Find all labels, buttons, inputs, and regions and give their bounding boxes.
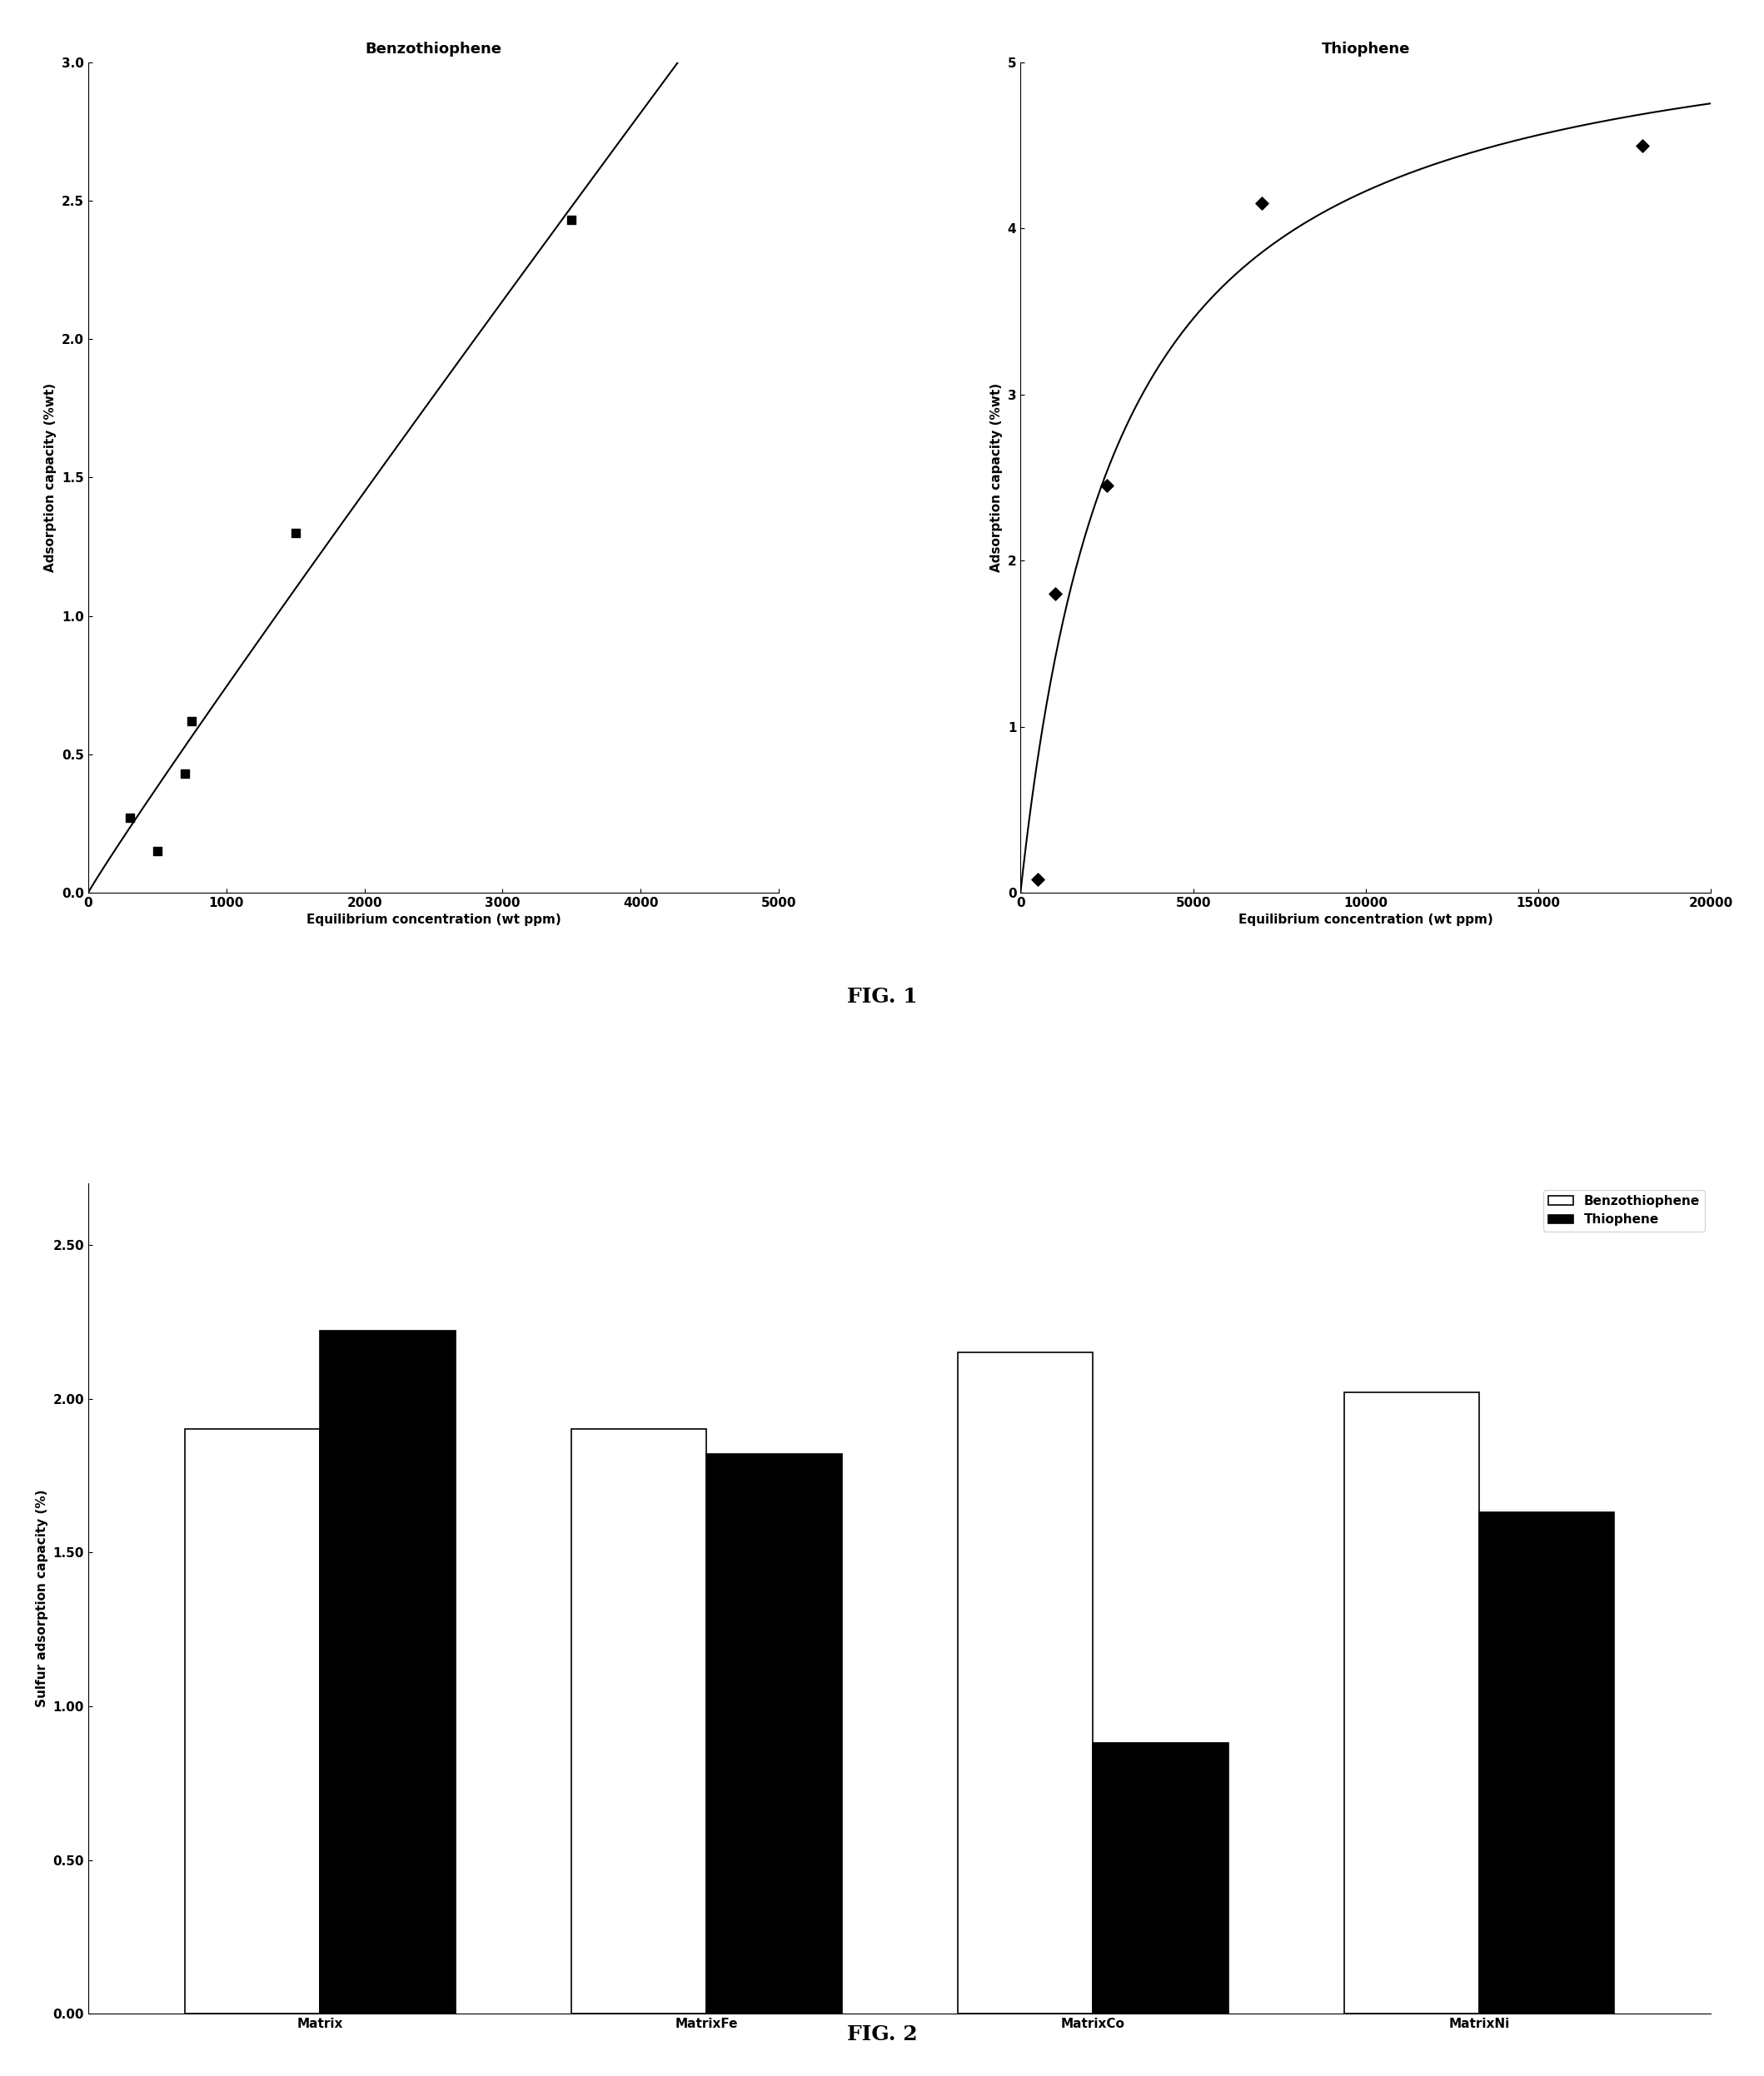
Bar <box>1344 1393 1480 2014</box>
Y-axis label: Sulfur adsorption capacity (%): Sulfur adsorption capacity (%) <box>35 1491 48 1706</box>
Point <box>280 517 309 550</box>
Point <box>1092 469 1120 502</box>
Bar <box>958 1351 1094 2014</box>
Point <box>1628 129 1656 162</box>
Point <box>1023 864 1051 897</box>
Bar <box>1480 1513 1614 2014</box>
Point <box>171 758 199 791</box>
Point <box>557 203 586 237</box>
X-axis label: Equilibrium concentration (wt ppm): Equilibrium concentration (wt ppm) <box>307 913 561 926</box>
Bar <box>572 1430 706 2014</box>
Bar <box>319 1331 455 2014</box>
Title: Thiophene: Thiophene <box>1321 42 1409 56</box>
Bar <box>1094 1744 1228 2014</box>
Y-axis label: Adsorption capacity (%wt): Adsorption capacity (%wt) <box>44 382 56 573</box>
Point <box>1041 577 1069 610</box>
Bar <box>706 1453 841 2014</box>
Text: FIG. 2: FIG. 2 <box>847 2024 917 2045</box>
Text: FIG. 1: FIG. 1 <box>847 986 917 1007</box>
Legend: Benzothiophene, Thiophene: Benzothiophene, Thiophene <box>1544 1190 1704 1231</box>
Point <box>1249 187 1277 220</box>
Point <box>143 835 171 868</box>
Title: Benzothiophene: Benzothiophene <box>365 42 501 56</box>
Bar <box>185 1430 319 2014</box>
Y-axis label: Adsorption capacity (%wt): Adsorption capacity (%wt) <box>990 382 1004 573</box>
X-axis label: Equilibrium concentration (wt ppm): Equilibrium concentration (wt ppm) <box>1238 913 1492 926</box>
Point <box>115 801 143 835</box>
Point <box>178 704 206 737</box>
